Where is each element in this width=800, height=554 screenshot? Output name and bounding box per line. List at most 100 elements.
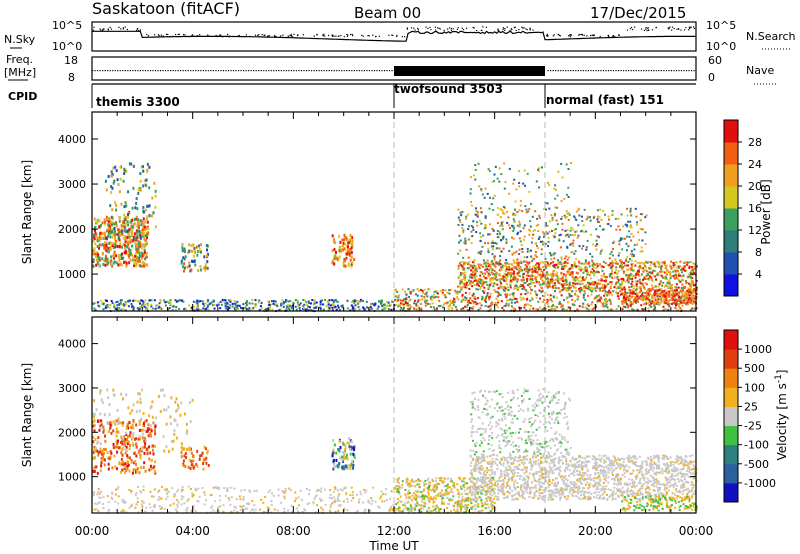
range-gate-cell — [531, 268, 534, 271]
range-gate-cell — [534, 268, 537, 271]
range-gate-cell — [508, 272, 511, 275]
range-gate-cell — [112, 261, 115, 265]
range-gate-cell — [334, 251, 337, 255]
range-gate-cell — [506, 299, 509, 302]
range-gate-cell — [603, 280, 606, 283]
range-gate-cell — [499, 208, 502, 211]
range-gate-cell — [588, 261, 591, 264]
range-gate-cell — [640, 246, 643, 249]
range-gate-cell — [619, 258, 622, 261]
range-gate-cell — [138, 437, 141, 441]
nsearch-point — [199, 34, 201, 36]
range-gate-cell — [694, 307, 697, 310]
range-gate-cell — [122, 260, 125, 264]
freq-point — [323, 70, 325, 72]
nsearch-point — [184, 34, 186, 36]
range-gate-cell — [510, 263, 513, 266]
range-gate-cell — [489, 233, 492, 236]
range-gate-cell — [335, 300, 338, 303]
range-gate-cell — [498, 269, 501, 272]
nsearch-point — [683, 29, 686, 31]
range-gate-cell — [487, 247, 490, 250]
nsearch-point — [207, 34, 209, 36]
range-gate-cell — [670, 289, 673, 292]
range-gate-cell — [407, 307, 410, 310]
range-gate-cell — [609, 291, 612, 294]
range-gate-cell — [112, 166, 115, 170]
range-gate-cell — [631, 277, 634, 280]
range-gate-cell — [632, 290, 635, 293]
range-gate-cell — [109, 262, 112, 266]
range-gate-cell — [621, 237, 624, 240]
range-gate-cell — [104, 263, 107, 267]
range-gate-cell — [95, 448, 98, 452]
range-gate-cell — [99, 224, 102, 228]
range-gate-cell — [408, 308, 411, 311]
freq-point — [343, 70, 345, 72]
range-gate-cell — [568, 292, 571, 295]
range-gate-cell — [552, 307, 555, 310]
range-gate-cell — [486, 283, 489, 286]
freq-point — [678, 70, 680, 72]
range-gate-cell — [97, 301, 100, 304]
range-gate-cell — [314, 306, 317, 309]
range-gate-cell — [359, 300, 362, 303]
range-gate-cell — [591, 308, 594, 311]
range-gate-cell — [344, 445, 347, 449]
range-gate-cell — [99, 389, 102, 393]
range-gate-cell — [347, 245, 350, 249]
range-gate-cell — [457, 267, 460, 270]
range-gate-cell — [510, 267, 513, 270]
y-tick-label: 1000 — [58, 268, 86, 281]
range-gate-cell — [484, 261, 487, 264]
range-gate-cell — [104, 306, 107, 309]
range-gate-cell — [574, 279, 577, 282]
range-gate-cell — [148, 427, 151, 431]
range-gate-cell — [107, 234, 110, 238]
range-gate-cell — [467, 279, 470, 282]
range-gate-cell — [688, 290, 691, 293]
range-gate-cell — [98, 263, 101, 267]
range-gate-cell — [121, 227, 124, 231]
range-gate-cell — [570, 267, 573, 270]
range-gate-cell — [190, 306, 193, 309]
range-gate-cell — [620, 265, 623, 268]
range-gate-cell — [233, 302, 236, 305]
nsearch-point — [322, 34, 324, 36]
nsearch-point — [414, 29, 416, 31]
range-gate-cell — [352, 466, 355, 470]
range-gate-cell — [488, 170, 491, 173]
nsearch-point — [280, 35, 282, 37]
range-gate-cell — [516, 224, 519, 227]
range-gate-cell — [186, 265, 189, 269]
range-gate-cell — [104, 179, 107, 183]
range-gate-cell — [99, 419, 102, 423]
range-gate-cell — [619, 283, 622, 286]
range-gate-cell — [682, 299, 685, 302]
range-gate-cell — [483, 242, 486, 245]
range-gate-cell — [677, 274, 680, 277]
range-gate-cell — [361, 299, 364, 302]
nsearch-point — [157, 34, 160, 36]
range-gate-cell — [656, 301, 659, 304]
nsearch-point — [647, 27, 649, 29]
range-gate-cell — [227, 299, 230, 302]
range-gate-cell — [333, 238, 336, 242]
range-gate-cell — [691, 307, 694, 310]
range-gate-cell — [111, 230, 114, 234]
range-gate-cell — [599, 287, 602, 290]
range-gate-cell — [575, 258, 578, 261]
range-gate-cell — [206, 308, 209, 311]
range-gate-cell — [119, 421, 122, 425]
freq-point — [109, 70, 111, 72]
range-gate-cell — [631, 284, 634, 287]
range-gate-cell — [640, 289, 643, 292]
range-gate-cell — [562, 288, 565, 291]
nsearch-point — [333, 35, 335, 37]
range-gate-cell — [307, 305, 310, 308]
nsearch-point — [110, 28, 113, 30]
range-gate-cell — [460, 212, 463, 215]
range-gate-cell — [636, 280, 639, 283]
nsearch-point — [612, 35, 614, 37]
